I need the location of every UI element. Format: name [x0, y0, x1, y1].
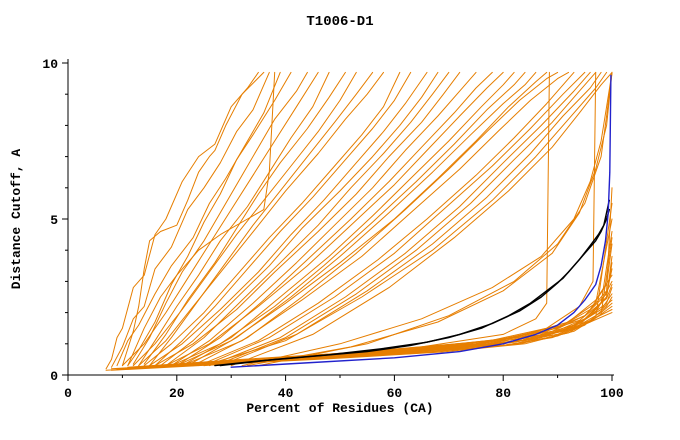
model-curve: [143, 71, 346, 365]
model-curve: [127, 71, 292, 367]
model-curve: [203, 71, 586, 367]
model-curve: [170, 71, 477, 367]
model-curve: [181, 71, 515, 367]
x-axis-label: Percent of Residues (CA): [246, 401, 433, 416]
model-curve: [149, 71, 428, 367]
y-axis-label: Distance Cutoff, A: [9, 149, 24, 290]
model-curve: [187, 71, 537, 367]
x-tick-label: 100: [600, 386, 624, 401]
x-tick-label: 80: [495, 386, 511, 401]
chart-title: T1006-D1: [306, 14, 373, 30]
model-curve: [176, 71, 550, 367]
model-curve: [247, 71, 613, 367]
model-curve: [219, 71, 602, 367]
model-curve: [192, 71, 559, 367]
x-tick-label: 40: [278, 386, 294, 401]
model-curve: [105, 71, 259, 370]
y-tick-label: 5: [50, 213, 58, 228]
model-curve: [170, 71, 526, 367]
model-curve: [116, 71, 281, 367]
model-curve: [203, 71, 608, 367]
model-curve: [132, 71, 308, 365]
model-curve: [241, 71, 613, 367]
model-curve: [138, 71, 384, 367]
model-curve: [116, 237, 613, 370]
model-curve: [121, 299, 613, 370]
model-curve: [198, 71, 575, 367]
model-curve: [165, 71, 450, 367]
model-curve: [214, 71, 597, 367]
model-curve: [230, 71, 613, 367]
model-curve: [149, 71, 374, 367]
model-curve: [138, 71, 330, 367]
x-tick-label: 0: [64, 386, 72, 401]
model-curve: [165, 71, 504, 367]
model-curve: [160, 71, 439, 367]
model-curve: [208, 71, 591, 367]
plot-area: 0 20 40 60 80 100 0 5 10: [42, 57, 624, 401]
model-curve: [127, 71, 276, 367]
model-curve: [154, 71, 461, 367]
x-tick-label: 20: [169, 386, 185, 401]
model-curve: [143, 71, 401, 367]
reference-curve-blue: [230, 74, 612, 368]
model-curve: [121, 71, 319, 367]
y-tick-label: 0: [50, 369, 58, 384]
model-curve: [121, 71, 265, 367]
model-curve: [176, 71, 548, 367]
model-curve: [154, 71, 412, 367]
y-tick-label: 10: [42, 57, 58, 72]
x-tick-label: 60: [387, 386, 403, 401]
reference-curve-black: [219, 199, 610, 367]
model-curve: [111, 71, 270, 368]
model-curve: [181, 71, 569, 367]
